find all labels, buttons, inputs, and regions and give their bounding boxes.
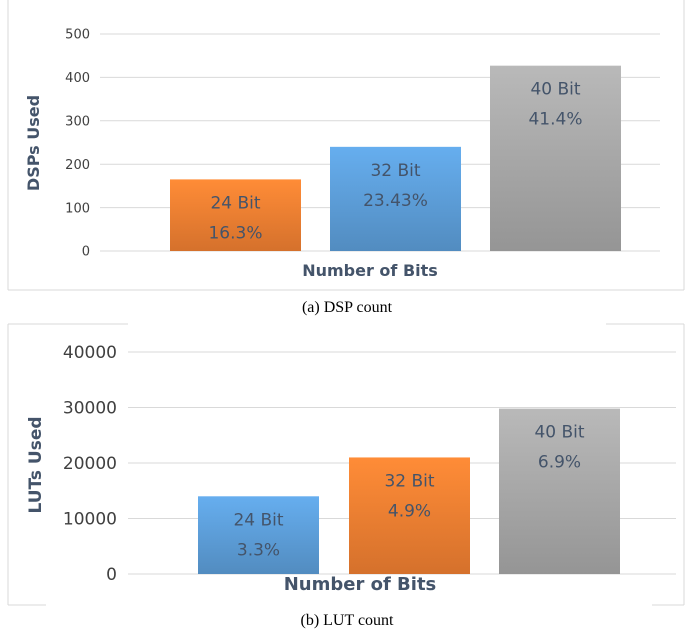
chart-b-bar-24-bit <box>198 496 319 574</box>
chart-b-caption: (b) LUT count <box>300 612 394 629</box>
chart-a-bar-32-bit <box>330 146 461 251</box>
chart-b-xlabel: Number of Bits <box>284 574 437 595</box>
chart-b-bar-data-label: 4.9% <box>388 501 431 521</box>
chart-b-bar-data-label: 6.9% <box>538 453 581 473</box>
chart-a-bar-24-bit <box>170 179 301 251</box>
chart-a-ytick-label: 300 <box>65 114 90 129</box>
chart-b-bar-40-bit <box>499 408 620 574</box>
chart-b-bar-data-label: 24 Bit <box>233 510 283 530</box>
chart-a-bar-data-label: 23.43% <box>363 191 428 211</box>
chart-b-bar-data-label: 40 Bit <box>534 423 584 443</box>
chart-a-xlabel: Number of Bits <box>302 261 438 280</box>
chart-a-bar-data-label: 24 Bit <box>210 193 260 213</box>
chart-a-caption: (a) DSP count <box>301 299 393 316</box>
chart-a-ytick-label: 500 <box>65 28 90 43</box>
chart-a-bar-data-label: 41.4% <box>528 110 582 130</box>
chart-b-ytick-label: 20000 <box>63 454 117 474</box>
chart-a-bar-40-bit <box>490 65 621 251</box>
chart-a-ytick-label: 400 <box>65 71 90 86</box>
chart-a-ytick-label: 0 <box>82 245 90 260</box>
chart-b-bar-data-label: 3.3% <box>237 540 280 560</box>
chart-a-bar-data-label: 40 Bit <box>530 80 580 100</box>
chart-a-ylabel: DSPs Used <box>24 95 43 191</box>
chart-b-bar-data-label: 32 Bit <box>384 471 434 491</box>
chart-b-ytick-label: 0 <box>106 565 117 585</box>
chart-b-bar-32-bit <box>349 457 470 574</box>
chart-a-bar-data-label: 32 Bit <box>370 161 420 181</box>
chart-b-ylabel: LUTs Used <box>26 416 46 513</box>
chart-b-ytick-label: 40000 <box>63 343 117 363</box>
chart-b-ytick-label: 30000 <box>63 399 117 419</box>
chart-b-ytick-label: 10000 <box>63 510 117 530</box>
chart-b: 0 10000 20000 30000 40000 24 Bit 3.3% 32 Bit 4.… <box>7 323 685 606</box>
chart-a: 0 100 200 300 400 500 24 Bit 16.3% 32 Bit 23.43%… <box>7 0 685 291</box>
chart-a-bar-data-label: 16.3% <box>208 223 262 243</box>
chart-a-ytick-label: 100 <box>65 201 90 216</box>
chart-a-ytick-label: 200 <box>65 158 90 173</box>
